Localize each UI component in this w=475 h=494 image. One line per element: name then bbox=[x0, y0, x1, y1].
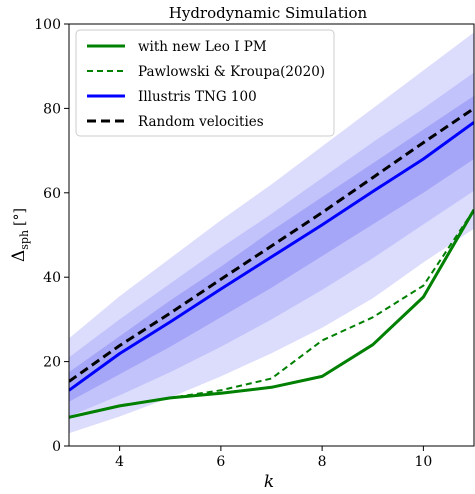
series-line-3 bbox=[69, 121, 474, 392]
y-axis-title-main: Δ bbox=[9, 250, 29, 262]
x-axis-ticks: 4 6 8 10 bbox=[115, 446, 432, 470]
legend: with new Leo I PM Pawlowski & Kroupa(2020… bbox=[75, 29, 335, 137]
y-axis-title-unit: [°] bbox=[12, 208, 28, 226]
y-tick-label: 40 bbox=[43, 270, 61, 286]
x-axis-title: k bbox=[264, 472, 274, 492]
y-tick-label: 20 bbox=[43, 355, 61, 371]
x-tick-label: 10 bbox=[414, 454, 432, 470]
series-line-2 bbox=[69, 209, 474, 419]
band-3 bbox=[69, 95, 474, 402]
x-tick-label: 6 bbox=[216, 454, 225, 470]
legend-label-3: Illustris TNG 100 bbox=[138, 89, 257, 105]
legend-box bbox=[75, 29, 335, 137]
x-tick-label: 4 bbox=[115, 454, 124, 470]
y-tick-label: 0 bbox=[52, 439, 61, 455]
plot-frame bbox=[68, 23, 475, 447]
svg-text:Δsph[°]: Δsph [°] bbox=[9, 208, 31, 262]
y-tick-label: 60 bbox=[43, 186, 61, 202]
legend-label-1: with new Leo I PM bbox=[138, 39, 267, 55]
y-tick-label: 100 bbox=[34, 17, 61, 33]
series-line-4 bbox=[69, 107, 474, 383]
y-axis-title: Δsph [°] bbox=[9, 208, 31, 262]
chart-title: Hydrodynamic Simulation bbox=[169, 4, 368, 22]
legend-label-2: Pawlowski & Kroupa(2020) bbox=[138, 64, 325, 80]
legend-label-4: Random velocities bbox=[138, 114, 264, 130]
x-tick-label: 8 bbox=[318, 454, 327, 470]
series-line-1 bbox=[69, 208, 474, 419]
y-axis-ticks: 0 20 40 60 80 100 bbox=[34, 17, 69, 455]
y-axis-title-sub: sph bbox=[18, 230, 31, 250]
series-group bbox=[69, 107, 474, 419]
y-tick-label: 80 bbox=[43, 101, 61, 117]
